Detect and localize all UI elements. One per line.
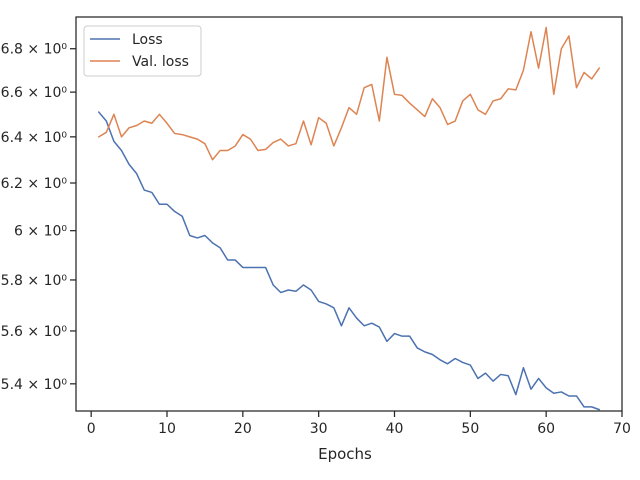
x-tick-label: 0	[87, 421, 96, 437]
legend-label-val-loss: Val. loss	[132, 54, 189, 70]
y-tick-label: 6.2 × 10⁰	[1, 176, 68, 192]
y-tick-label: 6.8 × 10⁰	[1, 42, 68, 58]
y-tick-label: 6 × 10⁰	[14, 224, 67, 240]
x-tick-label: 70	[613, 421, 631, 437]
series-line-val-loss	[98, 26, 600, 161]
legend: Loss Val. loss	[83, 25, 202, 77]
series-lines	[98, 26, 600, 411]
y-tick-label: 5.6 × 10⁰	[1, 324, 68, 340]
x-tick-label: 10	[158, 421, 176, 437]
y-tick-label: 6.6 × 10⁰	[1, 85, 68, 101]
y-tick-label: 5.4 × 10⁰	[1, 377, 68, 393]
y-tick-label: 6.4 × 10⁰	[1, 130, 68, 146]
x-tick-label: 20	[234, 421, 252, 437]
y-axis: 5.4 × 10⁰ 5.6 × 10⁰ 5.8 × 10⁰ 6 × 10⁰ 6.2 × …	[1, 42, 76, 393]
plot-frame	[75, 16, 623, 412]
x-tick-label: 30	[310, 421, 328, 437]
legend-label-loss: Loss	[132, 32, 163, 48]
x-tick-label: 50	[461, 421, 479, 437]
y-tick-label: 5.8 × 10⁰	[1, 273, 68, 289]
x-axis-label: Epochs	[318, 445, 372, 463]
series-line-loss	[98, 111, 600, 411]
x-axis: 0 10 20 30 40 50 60 70	[87, 411, 631, 437]
plot-area	[75, 16, 623, 412]
x-tick-label: 60	[537, 421, 555, 437]
x-tick-label: 40	[386, 421, 404, 437]
